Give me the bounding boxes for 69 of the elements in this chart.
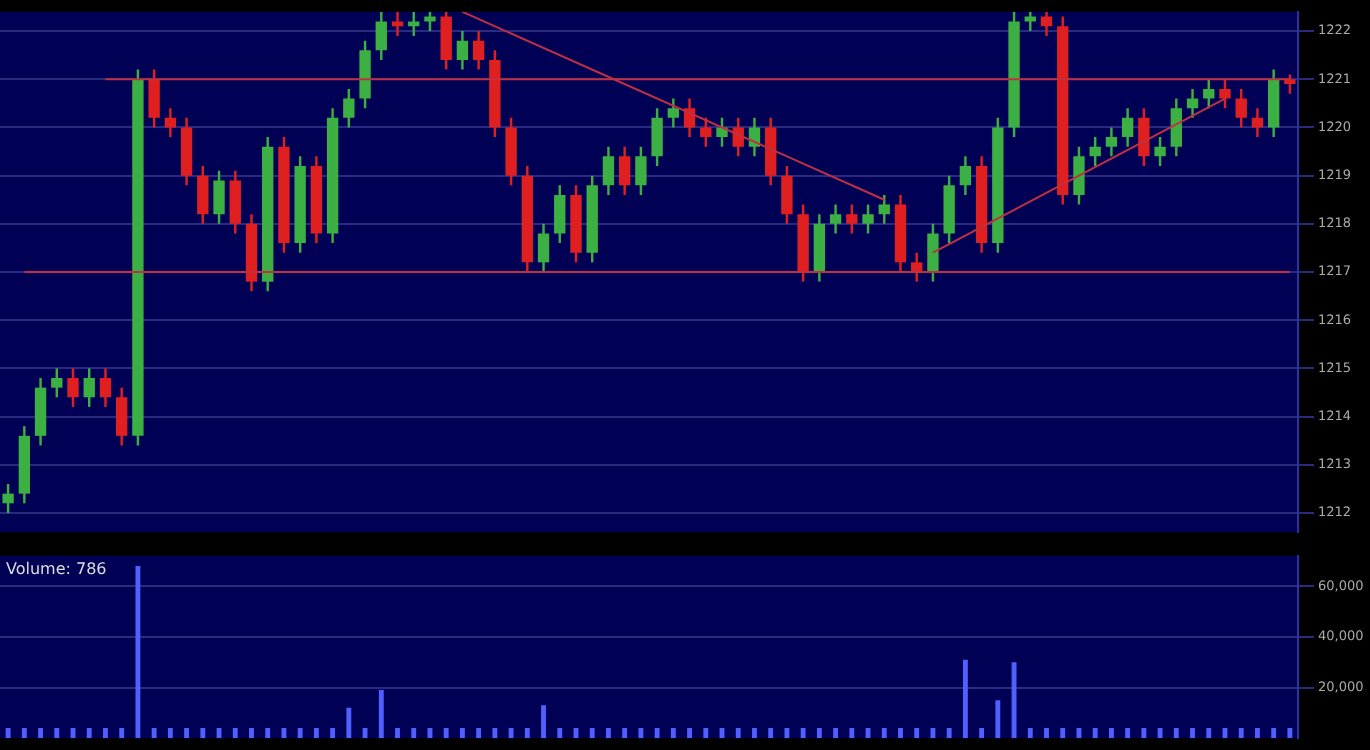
bar	[151, 728, 157, 739]
bar	[768, 728, 774, 739]
bar	[476, 728, 482, 739]
bar	[167, 728, 173, 739]
bar	[687, 728, 692, 739]
bar	[524, 728, 530, 739]
bar	[1141, 728, 1147, 739]
bar	[330, 728, 336, 739]
bar	[557, 728, 563, 739]
bar	[346, 707, 352, 739]
bar	[508, 728, 514, 739]
bar	[265, 728, 271, 739]
bar	[200, 728, 206, 739]
bar	[881, 728, 887, 739]
bar	[411, 728, 417, 739]
bar	[1190, 728, 1195, 739]
bar	[849, 728, 855, 739]
bar	[1157, 728, 1163, 739]
bar	[735, 728, 741, 739]
bar	[1092, 728, 1098, 739]
bar	[103, 728, 108, 739]
bar	[5, 728, 11, 739]
bar	[119, 728, 125, 739]
bar	[800, 728, 806, 739]
bar	[979, 728, 985, 739]
bar	[1238, 728, 1244, 739]
bar	[914, 728, 920, 739]
bar	[962, 659, 968, 739]
bar	[443, 728, 449, 739]
bar	[898, 728, 903, 739]
bar	[1125, 728, 1131, 739]
annotation: Volume: 786	[6, 559, 107, 578]
bar	[752, 728, 757, 739]
bar	[784, 728, 790, 739]
bar	[459, 728, 465, 739]
bar	[249, 728, 254, 739]
bar	[1060, 728, 1066, 739]
bar	[1108, 728, 1114, 739]
bar	[606, 728, 611, 739]
bar	[622, 728, 628, 739]
bar	[703, 728, 709, 739]
bar	[1287, 728, 1293, 739]
bar	[54, 728, 60, 739]
bar	[492, 728, 498, 739]
bar	[995, 700, 1001, 739]
bar	[1027, 728, 1033, 739]
bar	[184, 728, 190, 739]
bar	[395, 728, 400, 739]
bar	[135, 565, 141, 739]
bar	[297, 728, 303, 739]
bar	[816, 728, 822, 739]
bar	[1206, 728, 1212, 739]
bar	[638, 728, 644, 739]
bar	[86, 728, 92, 739]
bar	[1255, 728, 1260, 739]
bar	[541, 705, 546, 739]
bar	[833, 728, 839, 739]
bar	[946, 728, 952, 739]
bar	[1271, 728, 1277, 739]
bar	[378, 690, 384, 739]
bar	[313, 728, 319, 739]
bar	[1044, 728, 1049, 739]
bar	[1173, 728, 1179, 739]
bar	[589, 728, 595, 739]
bar	[38, 728, 43, 739]
bar	[21, 728, 27, 739]
bar	[232, 728, 238, 739]
bar	[670, 728, 676, 739]
bar	[654, 728, 660, 739]
